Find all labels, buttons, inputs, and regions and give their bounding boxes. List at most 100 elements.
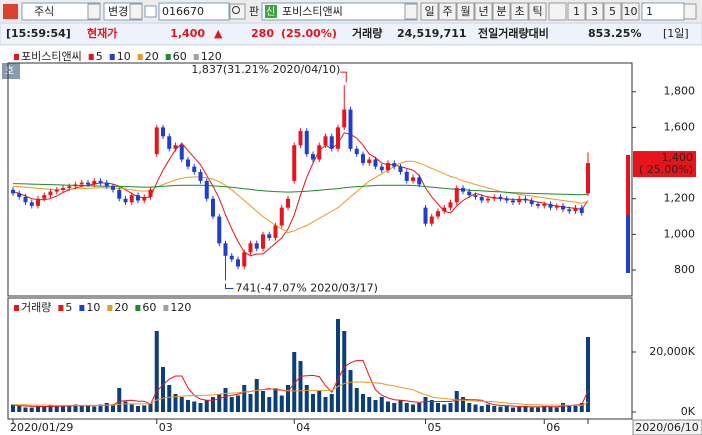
candle-body xyxy=(154,127,159,155)
change-text: 변경 xyxy=(108,5,128,18)
candle-body xyxy=(511,200,515,203)
indicator-bar xyxy=(626,155,630,215)
volume-bar xyxy=(129,404,134,412)
y-tick-label: 800 xyxy=(674,263,695,276)
volume-bar xyxy=(386,401,390,412)
candle-body xyxy=(461,188,465,192)
candle-body xyxy=(317,145,322,160)
legend-label: 120 xyxy=(201,50,222,63)
volume-bar xyxy=(404,403,409,412)
volume-bar xyxy=(161,367,165,412)
candle-body xyxy=(123,198,128,203)
volume-bar xyxy=(479,406,484,412)
annotation-line xyxy=(225,283,234,290)
legend-swatch xyxy=(14,305,19,311)
period-button[interactable] xyxy=(474,2,493,21)
y-tick-label: 0K xyxy=(681,405,696,418)
dropdown-arrow[interactable] xyxy=(129,3,143,20)
volume-bar xyxy=(223,388,228,412)
quote-arrow: ▲ xyxy=(214,27,223,40)
number-button[interactable] xyxy=(585,2,604,21)
market-text: 주식 xyxy=(34,5,54,18)
volume-bar xyxy=(492,406,497,412)
checkbox[interactable] xyxy=(144,5,157,18)
period-text: 주 xyxy=(442,5,452,18)
volume-bar xyxy=(542,406,547,412)
search-button[interactable] xyxy=(229,3,246,20)
count-text: 1 xyxy=(646,5,653,18)
volume-bar xyxy=(148,403,153,412)
legend-swatch xyxy=(137,54,143,60)
volume-bar xyxy=(361,394,365,412)
app-icon[interactable] xyxy=(3,4,18,19)
quote-rate: (25.00%) xyxy=(281,27,337,40)
candle-body xyxy=(529,200,534,205)
y-tick-label: 1,200 xyxy=(664,192,696,205)
volume-bar xyxy=(104,403,109,412)
volume-bar xyxy=(436,403,440,412)
candle-body xyxy=(223,243,228,256)
volume-bar xyxy=(379,397,384,412)
candle-body xyxy=(211,198,215,217)
candle-body xyxy=(129,195,134,203)
candle-body xyxy=(586,163,590,194)
dropdown-arrow[interactable] xyxy=(404,3,418,20)
volume-bar xyxy=(273,388,278,412)
period-button[interactable] xyxy=(528,2,547,21)
candle-body xyxy=(548,204,553,208)
candle-body xyxy=(323,136,328,146)
number-button[interactable] xyxy=(567,2,586,21)
volume-bar xyxy=(286,385,290,412)
candle-body xyxy=(579,207,584,213)
code-input[interactable] xyxy=(158,2,230,21)
candle-body xyxy=(104,182,109,187)
candle-body xyxy=(261,234,265,249)
candle-body xyxy=(304,130,309,155)
dropdown-arrow[interactable] xyxy=(87,3,101,20)
period-button[interactable] xyxy=(420,2,439,21)
volume-bar xyxy=(423,397,428,412)
candle-body xyxy=(29,202,34,206)
quote-label: 현재가 xyxy=(87,26,117,40)
volume-bar xyxy=(573,404,578,412)
candle-body xyxy=(348,109,353,149)
number-button[interactable] xyxy=(621,2,640,21)
candle-body xyxy=(111,186,115,190)
number-button[interactable] xyxy=(603,2,622,21)
volume-value: 24,519,711 xyxy=(397,27,467,40)
period-button[interactable] xyxy=(438,2,457,21)
legend-swatch xyxy=(58,305,64,311)
volume-bar xyxy=(79,405,84,412)
candle-body xyxy=(536,204,540,206)
low-annotation: 741(-47.07% 2020/03/17) xyxy=(236,282,378,295)
badge-text: 신 xyxy=(266,6,275,18)
volume-bar xyxy=(567,406,572,412)
candle-body xyxy=(36,198,40,206)
volume-bar xyxy=(111,405,115,412)
candle-body xyxy=(267,234,272,238)
moving-average xyxy=(12,132,589,257)
candle-body xyxy=(411,177,415,181)
period-text: 년 xyxy=(478,5,488,18)
period-button[interactable] xyxy=(492,2,511,21)
side-button[interactable] xyxy=(2,63,20,79)
candle-body xyxy=(79,182,84,185)
volume-bar xyxy=(317,391,322,412)
candle-body xyxy=(198,171,203,181)
legend-label: 5 xyxy=(65,301,72,314)
candle-body xyxy=(248,243,253,253)
period-text: 월 xyxy=(460,5,470,18)
dropdown-arrow[interactable] xyxy=(683,3,697,20)
date-box xyxy=(632,419,702,435)
x-tick-label: 2020/01/29 xyxy=(10,421,73,434)
legend-label: 120 xyxy=(170,301,191,314)
y-tick-label: 20,000K xyxy=(649,345,695,358)
annotation-line xyxy=(340,71,347,83)
x-tick-label: 2020/06/10 xyxy=(635,421,698,434)
candle-body xyxy=(254,243,259,249)
tool-button[interactable] xyxy=(548,2,567,21)
volume-bar xyxy=(311,394,315,412)
legend-label: 20 xyxy=(145,50,159,63)
period-button[interactable] xyxy=(456,2,475,21)
period-button[interactable] xyxy=(510,2,529,21)
